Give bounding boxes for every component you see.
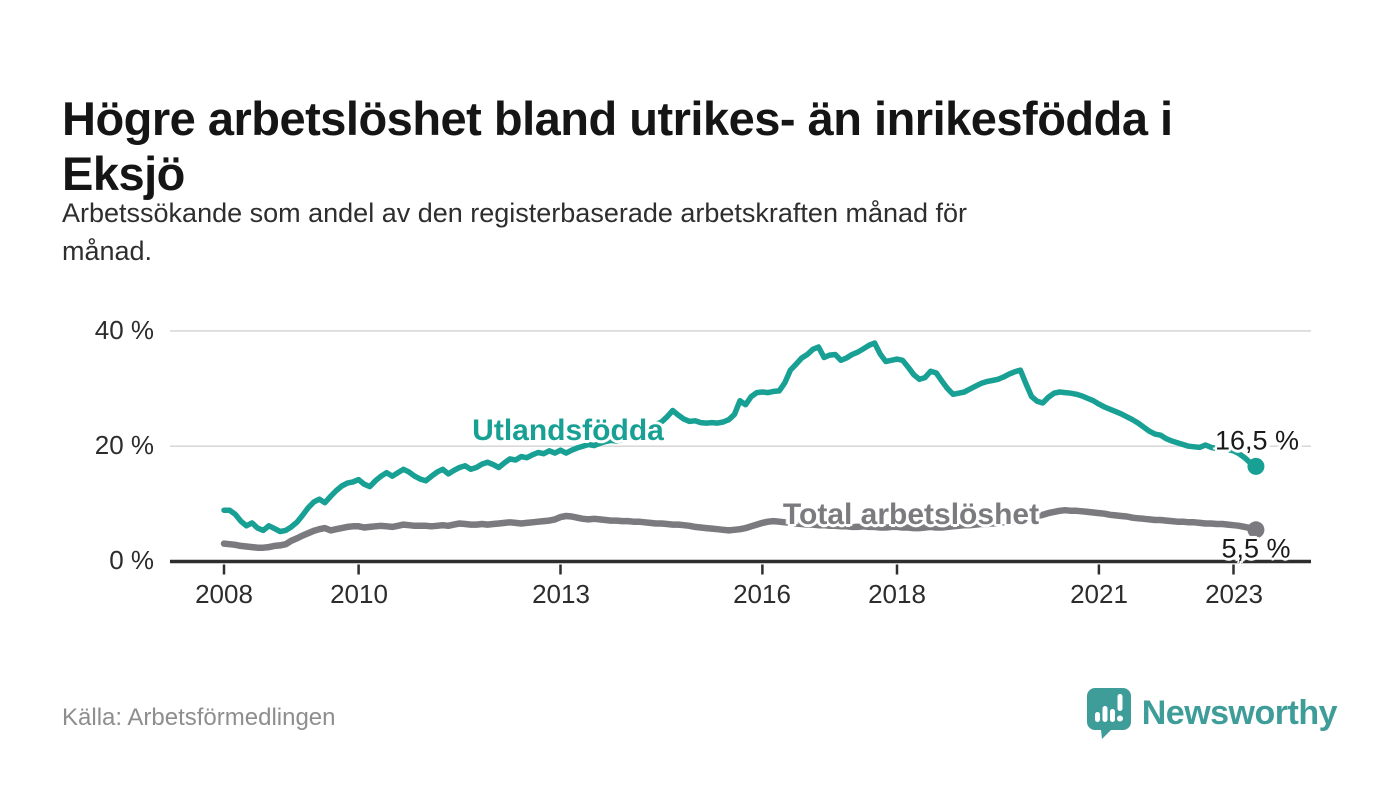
- series-line-total: [220, 506, 1260, 551]
- subtitle-line-1: Arbetssökande som andel av den registerb…: [62, 198, 968, 228]
- end-value-label-utlandsfodda: 16,5 %: [1214, 425, 1300, 456]
- bar-small: [1094, 712, 1100, 722]
- newsworthy-logo: Newsworthy: [1085, 686, 1338, 740]
- x-tick-label-2023: 2023: [1205, 579, 1263, 609]
- exclamation-dot: [1116, 715, 1123, 722]
- x-tick-label-2016: 2016: [733, 579, 791, 609]
- series-label-utlandsfodda: Utlandsfödda: [472, 414, 664, 447]
- chart-subtitle: Arbetssökande som andel av den registerb…: [62, 194, 1282, 270]
- x-tick-label-2013: 2013: [532, 579, 590, 609]
- y-tick-label-20: 20 %: [94, 430, 154, 460]
- title-line-2: Eksjö: [62, 147, 185, 201]
- subtitle-line-2: månad.: [62, 236, 153, 266]
- x-tick-label-2008: 2008: [195, 579, 253, 609]
- newsworthy-wordmark: Newsworthy: [1141, 693, 1338, 732]
- source-note: Källa: Arbetsförmedlingen: [62, 704, 336, 731]
- bar-medium: [1109, 709, 1115, 722]
- end-point-dot-total: [1247, 521, 1265, 539]
- bar-tall: [1102, 706, 1108, 722]
- y-tick-label-0: 0 %: [109, 545, 154, 575]
- y-tick-label-40: 40 %: [94, 315, 154, 345]
- x-tick-label-2010: 2010: [330, 579, 388, 609]
- x-tick-label-2018: 2018: [868, 579, 926, 609]
- end-point-dot-utlandsfodda: [1247, 457, 1265, 475]
- newsworthy-bubble-chart-icon: [1086, 688, 1131, 739]
- x-tick-label-2021: 2021: [1070, 579, 1128, 609]
- speech-bubble-shape: [1086, 688, 1131, 739]
- exclamation-bar: [1117, 694, 1123, 711]
- page-title: Högre arbetslöshet bland utrikes- än inr…: [62, 91, 1362, 201]
- series-line-utlandsfodda: [221, 340, 1259, 535]
- title-line-1: Högre arbetslöshet bland utrikes- än inr…: [62, 92, 1173, 146]
- end-value-label-total: 5,5 %: [1221, 533, 1291, 564]
- series-label-total-arbetsloshet: Total arbetslöshet: [782, 498, 1040, 531]
